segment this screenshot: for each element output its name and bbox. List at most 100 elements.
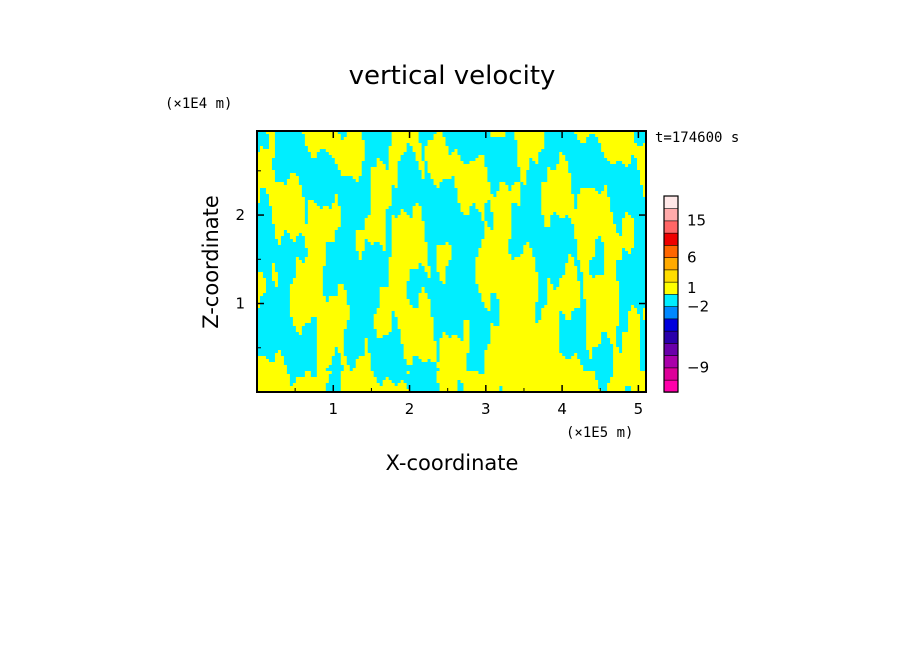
downdraft-cell — [640, 320, 647, 324]
downdraft-cell — [412, 356, 420, 360]
downdraft-cell — [637, 143, 644, 147]
updraft-cell — [397, 215, 411, 219]
updraft-cell — [487, 308, 491, 312]
downdraft-cell — [301, 185, 372, 189]
downdraft-cell — [433, 320, 465, 324]
updraft-cell — [628, 329, 641, 333]
downdraft-cell — [304, 218, 309, 222]
updraft-cell — [589, 356, 593, 360]
updraft-cell — [257, 356, 267, 360]
updraft-cell — [457, 191, 491, 195]
updraft-cell — [628, 320, 641, 324]
downdraft-cell — [391, 197, 459, 201]
updraft-cell — [475, 275, 539, 279]
updraft-cell — [598, 140, 635, 144]
downdraft-cell — [424, 224, 486, 228]
downdraft-cell — [406, 290, 423, 294]
updraft-cell — [307, 146, 366, 150]
downdraft-cell — [571, 182, 641, 186]
updraft-cell — [415, 203, 420, 207]
updraft-cell — [547, 287, 554, 291]
updraft-cell — [274, 227, 339, 231]
updraft-cell — [382, 380, 393, 384]
updraft-cell — [610, 161, 617, 165]
downdraft-cell — [257, 326, 297, 330]
updraft-cell — [481, 245, 509, 249]
downdraft-cell — [331, 371, 342, 375]
downdraft-cell — [460, 338, 465, 342]
downdraft-cell — [424, 221, 486, 225]
updraft-cell — [484, 227, 491, 231]
updraft-cell — [257, 197, 261, 201]
updraft-cell — [316, 374, 330, 378]
updraft-cell — [358, 251, 363, 255]
downdraft-cell — [346, 293, 381, 297]
colorbar-swatch — [663, 244, 679, 258]
updraft-cell — [415, 152, 423, 156]
downdraft-cell — [280, 239, 294, 243]
downdraft-cell — [349, 305, 381, 309]
updraft-cell — [604, 185, 608, 189]
downdraft-cell — [559, 326, 587, 330]
downdraft-cell — [610, 197, 647, 201]
updraft-cell — [397, 317, 435, 321]
downdraft-cell — [559, 311, 563, 315]
updraft-cell — [415, 158, 423, 162]
updraft-cell — [370, 206, 390, 210]
updraft-cell — [559, 284, 581, 288]
updraft-cell — [289, 176, 300, 180]
updraft-cell — [478, 155, 486, 159]
updraft-cell — [499, 305, 536, 309]
downdraft-cell — [511, 230, 575, 234]
updraft-cell — [547, 281, 551, 285]
downdraft-cell — [331, 362, 342, 366]
downdraft-cell — [472, 203, 477, 207]
downdraft-cell — [409, 269, 426, 273]
updraft-cell — [424, 155, 462, 159]
downdraft-cell — [322, 287, 339, 291]
downdraft-cell — [257, 353, 276, 357]
downdraft-cell — [391, 317, 399, 321]
updraft-cell — [547, 170, 569, 174]
downdraft-cell — [535, 302, 548, 306]
updraft-cell — [499, 188, 509, 192]
downdraft-cell — [364, 158, 378, 162]
downdraft-cell — [343, 332, 378, 336]
downdraft-cell — [490, 191, 497, 195]
downdraft-cell — [484, 158, 518, 162]
downdraft-cell — [257, 338, 318, 342]
updraft-cell — [400, 329, 435, 333]
downdraft-cell — [257, 269, 273, 273]
updraft-cell — [364, 341, 369, 345]
downdraft-cell — [277, 278, 294, 282]
updraft-cell — [355, 248, 366, 252]
downdraft-cell — [439, 185, 456, 189]
downdraft-cell — [616, 278, 647, 282]
downdraft-cell — [337, 197, 372, 201]
colorbar-label: 15 — [687, 212, 706, 230]
updraft-cell — [439, 389, 459, 393]
downdraft-cell — [397, 179, 435, 183]
updraft-cell — [463, 329, 471, 333]
x-tick-label: 3 — [481, 400, 491, 418]
downdraft-cell — [424, 236, 486, 240]
downdraft-cell — [361, 173, 372, 177]
downdraft-cell — [340, 215, 369, 219]
downdraft-cell — [361, 164, 378, 168]
updraft-cell — [484, 302, 491, 306]
downdraft-cell — [391, 311, 396, 315]
updraft-cell — [604, 254, 623, 258]
updraft-cell — [565, 272, 578, 276]
downdraft-cell — [592, 347, 614, 351]
downdraft-cell — [364, 140, 393, 144]
downdraft-cell — [571, 254, 578, 258]
updraft-cell — [601, 146, 647, 150]
downdraft-cell — [301, 188, 372, 192]
downdraft-cell — [511, 236, 575, 240]
downdraft-cell — [607, 191, 644, 195]
updraft-cell — [358, 254, 363, 258]
updraft-cell — [316, 326, 348, 330]
downdraft-cell — [538, 272, 566, 276]
updraft-cell — [523, 245, 530, 249]
updraft-cell — [484, 362, 581, 366]
